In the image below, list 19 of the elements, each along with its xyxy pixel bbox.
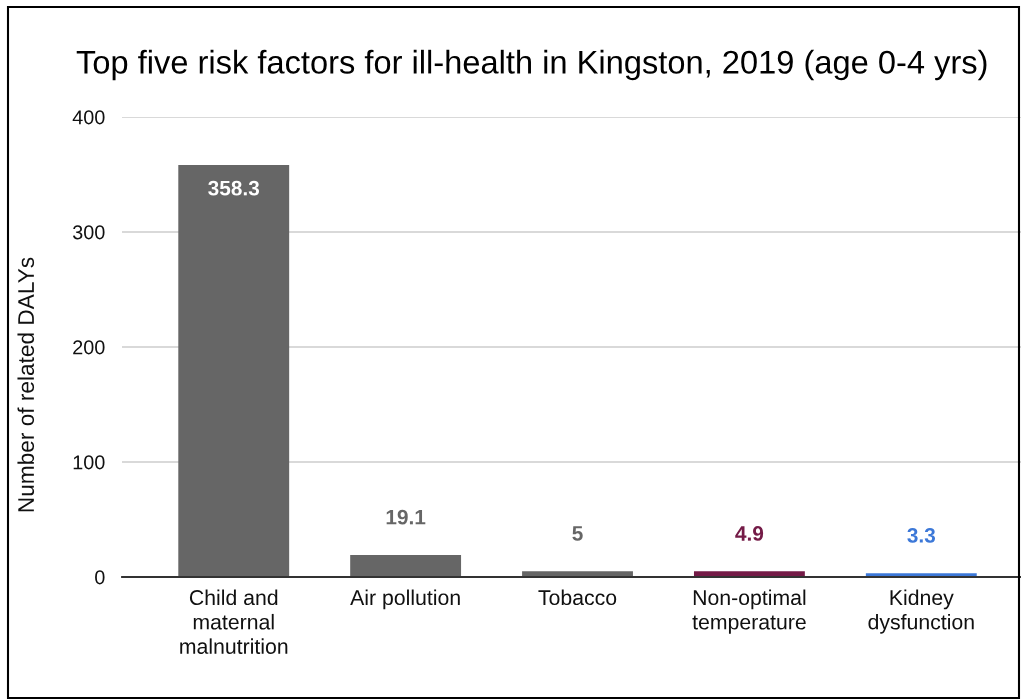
data-label: 4.9 xyxy=(735,526,764,541)
x-tick-label: Kidney dysfunction xyxy=(868,589,974,634)
chart-title: Top five risk factors for ill-health in Kingston, 2019 (age 0-4 yrs) xyxy=(76,49,987,81)
x-tick-label: Non-optimal temperature xyxy=(692,589,806,634)
y-tick-label: 100 xyxy=(73,455,105,470)
y-tick-label: 400 xyxy=(72,110,105,125)
y-tick-label: 300 xyxy=(72,225,105,240)
x-tick-label: Tobacco xyxy=(538,589,617,606)
data-label: 19.1 xyxy=(386,509,426,525)
data-label: 358.3 xyxy=(208,180,260,196)
bar xyxy=(178,164,290,577)
x-tick-label: Child and maternal malnutrition xyxy=(180,589,288,654)
y-tick-label: 200 xyxy=(73,340,105,355)
y-tick-label: 0 xyxy=(95,570,105,585)
x-tick-label: Air pollution xyxy=(350,589,460,610)
data-label: 3.3 xyxy=(907,527,936,543)
y-axis-title: Number of related DALYs xyxy=(17,257,35,512)
data-label: 5 xyxy=(572,526,583,541)
bar xyxy=(350,555,462,577)
